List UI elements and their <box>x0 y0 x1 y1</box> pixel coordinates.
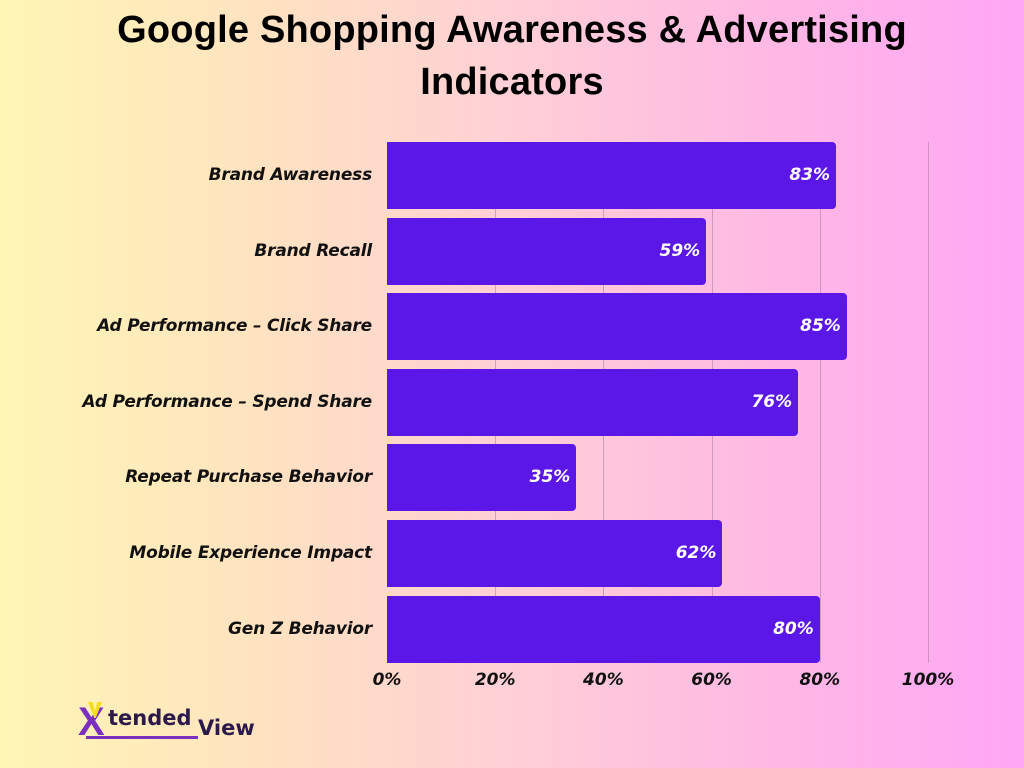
x-tick-label: 0% <box>372 670 402 690</box>
x-tick-label: 20% <box>474 670 516 690</box>
x-tick-label: 40% <box>583 670 624 690</box>
logo-text-tended: tended <box>108 706 192 730</box>
gridline <box>819 142 821 663</box>
chart-title-line-1: Google Shopping Awareness & Advertising <box>117 9 907 51</box>
bar-value-label: 85% <box>800 316 841 337</box>
category-label: Brand Awareness <box>208 165 373 185</box>
category-label: Repeat Purchase Behavior <box>125 467 372 488</box>
bar-value-label: 83% <box>789 165 831 185</box>
category-label: Mobile Experience Impact <box>129 543 372 563</box>
bar: 59% <box>387 217 707 285</box>
x-tick-label: 60% <box>691 670 732 690</box>
gridline <box>928 142 929 663</box>
x-tick-label: 80% <box>799 670 841 690</box>
logo-text-view: View <box>198 716 255 740</box>
bar-value-label: 35% <box>529 467 571 488</box>
bar: 83% <box>387 142 837 209</box>
logo-underline <box>86 736 198 739</box>
bar: 35% <box>387 444 577 512</box>
bar-value-label: 62% <box>675 543 717 563</box>
xtendedview-logo: X tended View <box>78 700 278 744</box>
bar: 62% <box>387 520 723 587</box>
bar: 76% <box>387 368 799 436</box>
category-label: Ad Performance – Click Share <box>97 316 372 337</box>
chart-title-line-2: Indicators <box>420 61 604 103</box>
category-label: Gen Z Behavior <box>228 618 372 639</box>
bar-value-label: 76% <box>751 391 793 412</box>
bar-value-label: 80% <box>773 618 814 639</box>
bar-value-label: 59% <box>659 240 701 261</box>
bar: 85% <box>387 293 847 361</box>
x-tick-label: 100% <box>901 670 955 690</box>
chart-title: Google Shopping Awareness & Advertising … <box>0 4 1024 108</box>
bar: 80% <box>387 595 820 663</box>
plot-area: 83% 59% 85% 76% 35% 62% 80% <box>387 142 929 663</box>
category-label: Brand Recall <box>254 240 372 261</box>
category-label: Ad Performance – Spend Share <box>82 391 372 412</box>
